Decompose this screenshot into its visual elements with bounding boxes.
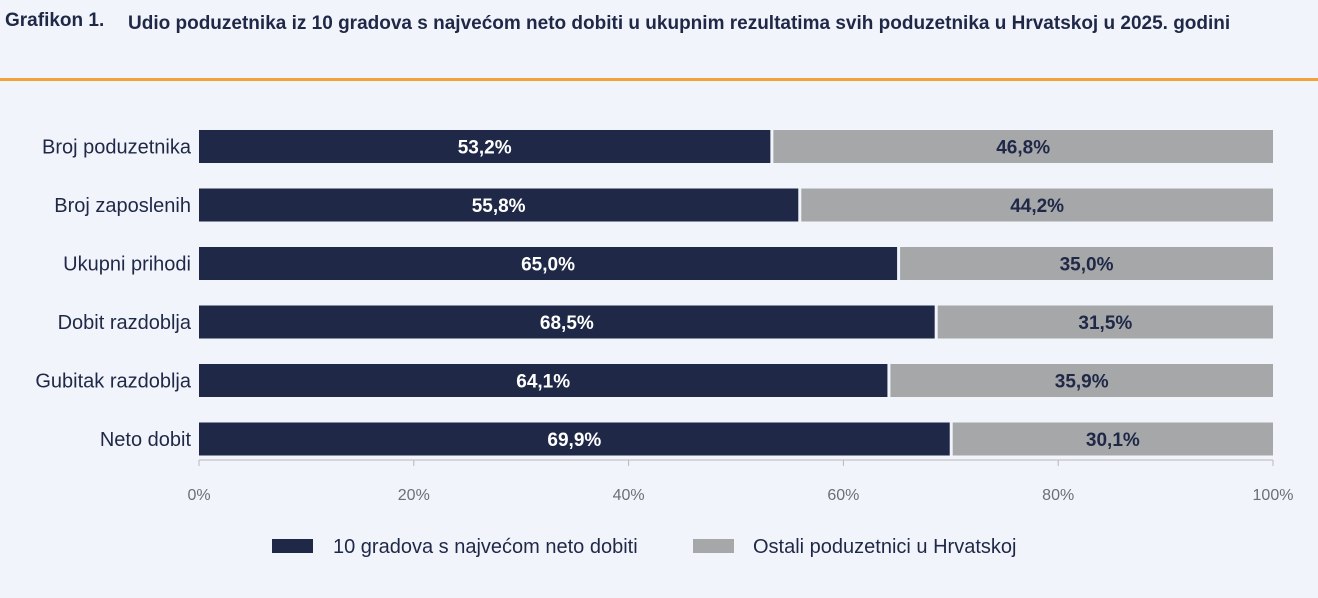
chart-number: Grafikon 1. — [5, 10, 105, 31]
bar-segment — [199, 188, 799, 222]
x-tick-label: 60% — [827, 487, 859, 504]
x-tick-label: 100% — [1253, 487, 1294, 504]
data-label: 55,8% — [472, 196, 526, 217]
data-label: 35,0% — [1060, 255, 1114, 276]
category-label: Broj poduzetnika — [42, 137, 192, 159]
legend-label: Ostali poduzetnici u Hrvatskoj — [753, 536, 1016, 558]
legend-label: 10 gradova s najvećom neto dobiti — [333, 536, 638, 558]
bar-segment — [199, 305, 935, 339]
bar-segment — [199, 364, 888, 397]
bar-segment — [199, 130, 771, 163]
bar-segment — [773, 130, 1273, 163]
data-label: 31,5% — [1078, 313, 1132, 334]
bar-segment — [952, 422, 1273, 456]
bar-segment — [199, 247, 898, 280]
x-tick-label: 40% — [613, 487, 645, 504]
data-label: 64,1% — [516, 372, 570, 393]
x-tick-label: 80% — [1042, 487, 1074, 504]
data-label: 53,2% — [458, 138, 512, 159]
data-label: 68,5% — [540, 313, 594, 334]
category-label: Dobit razdoblja — [58, 312, 192, 334]
x-tick-label: 0% — [187, 487, 210, 504]
chart-title: Udio poduzetnika iz 10 gradova s najvećo… — [128, 13, 1231, 34]
data-label: 30,1% — [1086, 430, 1140, 451]
category-label: Gubitak razdoblja — [35, 371, 192, 393]
category-label: Broj zaposlenih — [54, 195, 191, 217]
bar-segment — [890, 364, 1273, 397]
bar-segment — [900, 247, 1273, 280]
category-label: Neto dobit — [100, 429, 192, 451]
bar-segment — [199, 422, 950, 456]
x-tick-label: 20% — [398, 487, 430, 504]
data-label: 65,0% — [521, 255, 575, 276]
bar-segment — [937, 305, 1273, 339]
legend-swatch — [693, 539, 734, 553]
bar-segment — [801, 188, 1273, 222]
data-label: 46,8% — [996, 138, 1050, 159]
category-label: Ukupni prihodi — [63, 254, 191, 276]
data-label: 44,2% — [1010, 196, 1064, 217]
data-label: 35,9% — [1055, 372, 1109, 393]
chart-header: Grafikon 1. Udio poduzetnika iz 10 grado… — [0, 0, 1318, 81]
data-label: 69,9% — [547, 430, 601, 451]
legend-swatch — [272, 539, 313, 553]
